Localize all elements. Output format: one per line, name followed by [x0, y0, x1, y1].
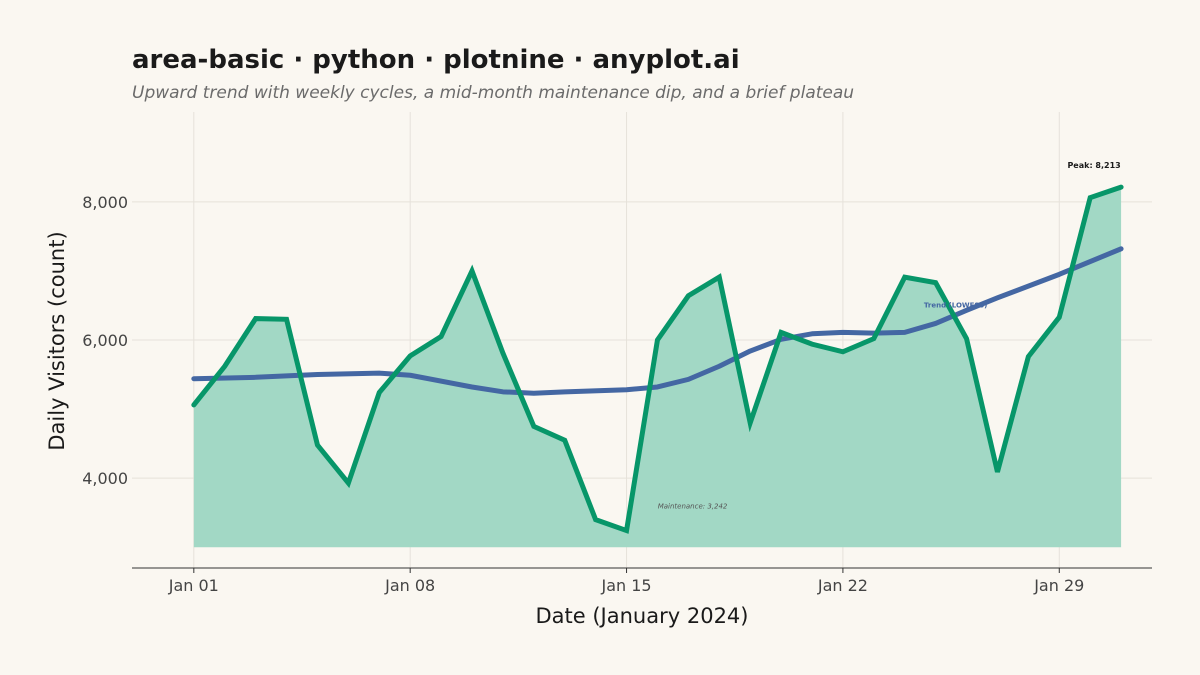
visitors-line: [191, 184, 1124, 534]
area-layer: [193, 187, 1122, 548]
x-tick-label: Jan 15: [600, 576, 651, 595]
chart-title: area-basic · python · plotnine · anyplot…: [132, 45, 740, 75]
x-ticks: Jan 01 Jan 08 Jan 15 Jan 22 Jan 29: [168, 568, 1084, 595]
annotations: Peak: 8,213 Maintenance: 3,242 Trend (LO…: [658, 161, 1121, 510]
y-tick-label: 8,000: [82, 193, 128, 212]
x-tick-label: Jan 22: [817, 576, 868, 595]
x-tick-label: Jan 01: [168, 576, 219, 595]
annotation-trend: Trend (LOWESS): [924, 301, 987, 309]
annotation-peak: Peak: 8,213: [1067, 161, 1120, 170]
y-ticks: 4,000 6,000 8,000: [82, 193, 128, 488]
trend-line: [191, 246, 1124, 396]
chart-subtitle: Upward trend with weekly cycles, a mid-m…: [132, 83, 854, 103]
x-tick-label: Jan 29: [1033, 576, 1084, 595]
y-tick-label: 6,000: [82, 331, 128, 350]
y-axis-label: Daily Visitors (count): [45, 231, 69, 450]
x-tick-label: Jan 08: [384, 576, 435, 595]
y-tick-label: 4,000: [82, 469, 128, 488]
x-axis-label: Date (January 2024): [536, 604, 749, 628]
annotation-maintenance: Maintenance: 3,242: [658, 503, 728, 511]
visitors-area: [193, 187, 1122, 548]
lines-layer: [191, 184, 1124, 534]
